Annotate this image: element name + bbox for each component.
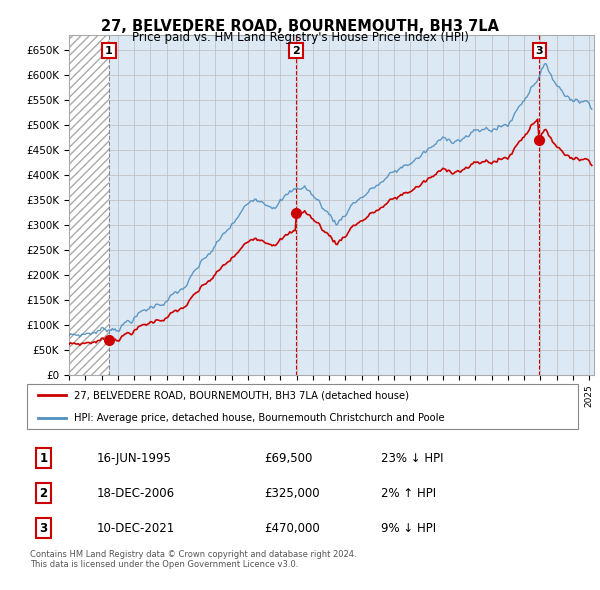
Text: 18-DEC-2006: 18-DEC-2006	[97, 487, 175, 500]
Text: 27, BELVEDERE ROAD, BOURNEMOUTH, BH3 7LA (detached house): 27, BELVEDERE ROAD, BOURNEMOUTH, BH3 7LA…	[74, 391, 409, 401]
Bar	[69, 35, 109, 375]
Text: 9% ↓ HPI: 9% ↓ HPI	[381, 522, 436, 535]
Text: 2% ↑ HPI: 2% ↑ HPI	[381, 487, 436, 500]
Text: HPI: Average price, detached house, Bournemouth Christchurch and Poole: HPI: Average price, detached house, Bour…	[74, 412, 445, 422]
Text: 2: 2	[40, 487, 47, 500]
Text: 1: 1	[105, 45, 113, 55]
Text: 27, BELVEDERE ROAD, BOURNEMOUTH, BH3 7LA: 27, BELVEDERE ROAD, BOURNEMOUTH, BH3 7LA	[101, 19, 499, 34]
Text: 1: 1	[40, 452, 47, 465]
Text: 2: 2	[292, 45, 300, 55]
Text: 3: 3	[40, 522, 47, 535]
Text: 16-JUN-1995: 16-JUN-1995	[97, 452, 172, 465]
Text: 3: 3	[536, 45, 543, 55]
Text: Contains HM Land Registry data © Crown copyright and database right 2024.
This d: Contains HM Land Registry data © Crown c…	[30, 550, 356, 569]
Text: 10-DEC-2021: 10-DEC-2021	[97, 522, 175, 535]
FancyBboxPatch shape	[27, 384, 578, 429]
Text: £325,000: £325,000	[264, 487, 320, 500]
Text: Price paid vs. HM Land Registry's House Price Index (HPI): Price paid vs. HM Land Registry's House …	[131, 31, 469, 44]
Text: 23% ↓ HPI: 23% ↓ HPI	[381, 452, 443, 465]
Text: £69,500: £69,500	[264, 452, 313, 465]
Text: £470,000: £470,000	[264, 522, 320, 535]
